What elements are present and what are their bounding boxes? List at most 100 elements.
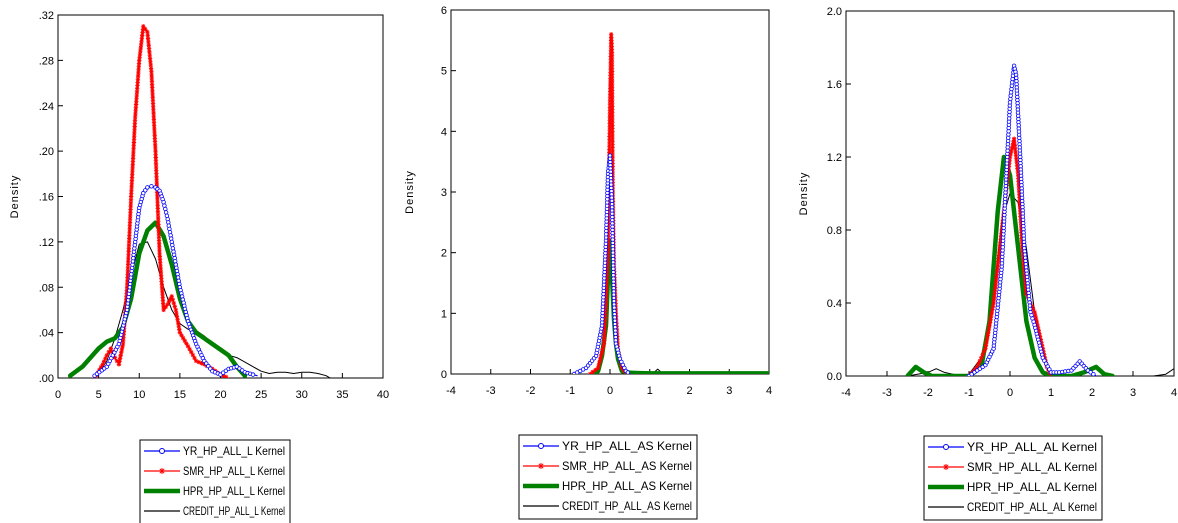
star-marker: [158, 266, 163, 272]
legend-star-marker: [159, 468, 165, 474]
star-marker: [156, 219, 161, 224]
star-marker: [174, 310, 179, 316]
x-tick-label: 30: [296, 389, 308, 401]
star-marker: [138, 48, 143, 54]
star-marker: [199, 361, 204, 366]
star-marker: [1007, 154, 1013, 160]
star-marker: [155, 209, 161, 214]
star-marker: [130, 172, 135, 177]
star-marker: [1014, 159, 1019, 165]
star-marker: [133, 105, 139, 110]
star-marker: [607, 121, 612, 126]
star-marker: [149, 69, 154, 74]
star-marker: [609, 38, 614, 43]
star-marker: [130, 159, 136, 164]
star-marker: [175, 317, 180, 322]
star-marker: [610, 126, 615, 131]
star-marker: [1017, 201, 1022, 207]
star-marker: [1036, 328, 1041, 333]
y-tick-label: .24: [39, 101, 54, 113]
star-marker: [129, 191, 134, 196]
star-marker: [1014, 156, 1019, 161]
legend-item: CREDIT_HP_ALL_AL Kernel: [928, 500, 1097, 514]
star-marker: [590, 369, 595, 374]
star-marker: [153, 164, 159, 170]
star-marker: [155, 206, 160, 211]
x-tick-label: -4: [841, 387, 851, 399]
star-marker: [602, 318, 608, 324]
star-marker: [125, 265, 131, 271]
star-marker: [610, 107, 615, 112]
star-marker: [125, 278, 130, 283]
star-marker: [156, 231, 162, 237]
star-marker: [157, 257, 163, 262]
star-marker: [125, 275, 130, 280]
legend-item: HPR_HP_ALL_L Kernel: [144, 484, 285, 498]
star-marker: [129, 187, 134, 193]
star-marker: [610, 164, 615, 169]
x-tick-label: 3: [1130, 387, 1136, 399]
star-marker: [996, 253, 1002, 258]
star-marker: [997, 246, 1002, 252]
star-marker: [602, 331, 607, 337]
star-marker: [137, 58, 142, 63]
star-marker: [147, 52, 152, 58]
star-marker: [998, 240, 1003, 245]
y-tick-label: .28: [39, 55, 54, 67]
star-marker: [180, 335, 186, 341]
star-marker: [125, 272, 130, 277]
star-marker: [1024, 291, 1029, 297]
star-marker: [603, 308, 608, 314]
star-marker: [152, 133, 157, 138]
star-marker: [132, 114, 138, 120]
star-marker: [104, 353, 109, 358]
star-marker: [607, 140, 612, 146]
star-marker: [609, 44, 614, 49]
star-marker: [609, 35, 614, 40]
star-marker: [127, 226, 132, 232]
star-marker: [604, 279, 609, 285]
star-marker: [154, 168, 159, 173]
star-marker: [135, 80, 140, 85]
star-marker: [126, 255, 131, 261]
star-marker: [150, 94, 155, 100]
star-marker: [152, 126, 157, 132]
star-marker: [604, 286, 609, 291]
star-marker: [597, 359, 602, 365]
star-marker: [158, 273, 164, 278]
star-marker: [153, 155, 158, 160]
star-marker: [990, 307, 995, 312]
legend: YR_HP_ALL_AS Kernel SMR_HP_ALL_AS Kernel H…: [518, 434, 698, 520]
x-tick-label: 35: [336, 389, 348, 401]
star-marker: [996, 259, 1001, 264]
star-marker: [126, 252, 131, 258]
star-marker: [158, 269, 164, 275]
star-marker: [995, 265, 1000, 271]
star-marker: [150, 98, 156, 103]
y-tick-label: 0.8: [827, 225, 842, 237]
star-marker: [607, 108, 613, 113]
legend-item: SMR_HP_ALL_L Kernel: [144, 464, 285, 478]
star-marker: [134, 92, 139, 98]
star-marker: [608, 32, 614, 37]
star-marker: [603, 312, 608, 317]
legend-box: [923, 435, 1103, 521]
star-marker: [151, 120, 157, 125]
star-marker: [152, 142, 158, 147]
star-marker: [114, 358, 120, 364]
star-marker: [154, 174, 159, 179]
star-marker: [972, 366, 978, 372]
star-marker: [130, 162, 135, 167]
star-marker: [603, 295, 609, 301]
legend-item: SMR_HP_ALL_AL Kernel: [928, 460, 1097, 474]
star-marker: [607, 92, 613, 97]
star-marker: [173, 307, 179, 313]
star-marker: [997, 250, 1002, 255]
star-marker: [125, 268, 130, 274]
legend-label: CREDIT_HP_ALL_L Kernel: [183, 504, 285, 518]
star-marker: [604, 269, 610, 275]
star-marker: [1019, 227, 1024, 232]
star-marker: [1018, 211, 1023, 216]
star-marker: [108, 346, 114, 351]
star-marker: [1015, 166, 1020, 171]
